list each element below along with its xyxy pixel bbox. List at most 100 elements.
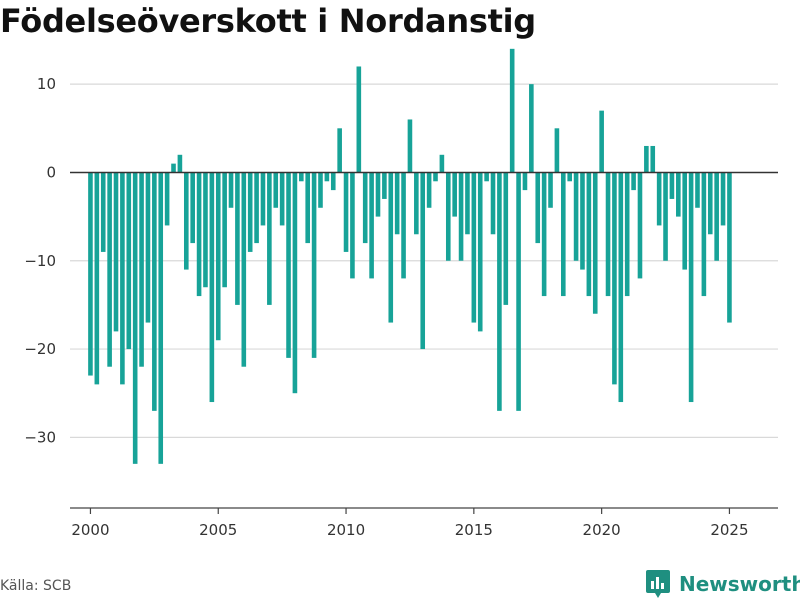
bar — [554, 128, 560, 173]
bar — [222, 172, 227, 288]
bar — [656, 172, 662, 226]
bar — [362, 172, 368, 244]
x-tick-label: 2000 — [71, 521, 109, 539]
bar — [177, 154, 183, 173]
bar — [650, 145, 656, 173]
bar — [714, 172, 719, 261]
brand-logo: Newsworthy — [645, 569, 800, 599]
bar — [426, 172, 432, 208]
bar — [592, 172, 598, 314]
bar — [701, 172, 707, 297]
bar — [727, 172, 732, 323]
bar — [407, 119, 413, 173]
bar — [100, 172, 106, 252]
bar — [516, 172, 521, 411]
bar — [247, 172, 253, 252]
bar — [254, 172, 259, 244]
bar — [497, 172, 502, 411]
bar — [541, 172, 547, 297]
chart-title: Födelseöverskott i Nordanstig — [0, 2, 536, 40]
bar — [350, 172, 355, 279]
bar — [548, 172, 553, 208]
bar — [279, 172, 285, 226]
bar — [452, 172, 457, 217]
bar — [414, 172, 419, 235]
x-tick-label: 2020 — [583, 521, 621, 539]
bar — [273, 172, 279, 208]
bar — [624, 172, 630, 297]
bar — [560, 172, 566, 297]
bar — [522, 172, 528, 191]
bar — [356, 66, 362, 173]
bar — [139, 172, 144, 367]
bar — [535, 172, 541, 244]
bar — [682, 172, 688, 270]
bar — [669, 172, 675, 199]
bar — [343, 172, 349, 252]
bar — [324, 172, 330, 182]
bar — [235, 172, 240, 305]
bar — [311, 172, 317, 358]
bar — [337, 128, 342, 173]
bar — [369, 172, 374, 279]
bar — [471, 172, 477, 323]
bar — [375, 172, 381, 217]
bar — [618, 172, 624, 403]
newsworthy-logo-icon — [646, 570, 670, 598]
bar — [433, 172, 438, 182]
bar — [580, 172, 585, 270]
bar — [439, 154, 445, 173]
bar — [190, 172, 195, 244]
bar — [567, 172, 572, 182]
bar — [299, 172, 304, 182]
bar — [394, 172, 400, 235]
y-tick-label: 10 — [37, 75, 56, 93]
bar — [509, 48, 515, 173]
bar — [305, 172, 311, 244]
bar — [695, 172, 700, 208]
bar — [484, 172, 489, 182]
bars — [88, 48, 732, 464]
bar — [107, 172, 112, 367]
bar — [330, 172, 336, 191]
bar — [209, 172, 215, 403]
bar — [631, 172, 636, 191]
bar — [183, 172, 189, 270]
bar — [120, 172, 125, 385]
bar — [503, 172, 509, 305]
bar — [720, 172, 726, 226]
bar — [203, 172, 208, 288]
bar — [241, 172, 247, 367]
bar — [171, 163, 176, 173]
brand-name: Newsworthy — [679, 572, 800, 596]
bar — [401, 172, 406, 279]
bar — [228, 172, 234, 208]
bar — [707, 172, 713, 235]
bar — [158, 172, 164, 464]
bar — [215, 172, 221, 341]
x-tick-label: 2010 — [327, 521, 365, 539]
bar — [420, 172, 426, 350]
bar — [688, 172, 694, 403]
x-tick-label: 2025 — [710, 521, 748, 539]
y-tick-label: −10 — [24, 252, 56, 270]
bar — [458, 172, 464, 261]
bar — [196, 172, 202, 297]
bar — [573, 172, 579, 261]
y-tick-label: −20 — [24, 340, 56, 358]
bar — [164, 172, 170, 226]
y-tick-label: 0 — [46, 163, 56, 181]
bar — [586, 172, 592, 297]
bar — [267, 172, 272, 305]
bar — [637, 172, 643, 279]
bar — [663, 172, 668, 261]
bar — [445, 172, 451, 261]
axes: 10 0 −10 −20 −30 2000 2005 2010 2015 2020 2025 — [24, 75, 778, 539]
bar — [612, 172, 617, 385]
bar — [382, 172, 387, 199]
bar — [88, 172, 93, 376]
bar — [644, 145, 649, 173]
bar — [286, 172, 291, 358]
bar — [94, 172, 100, 385]
bar — [465, 172, 470, 235]
